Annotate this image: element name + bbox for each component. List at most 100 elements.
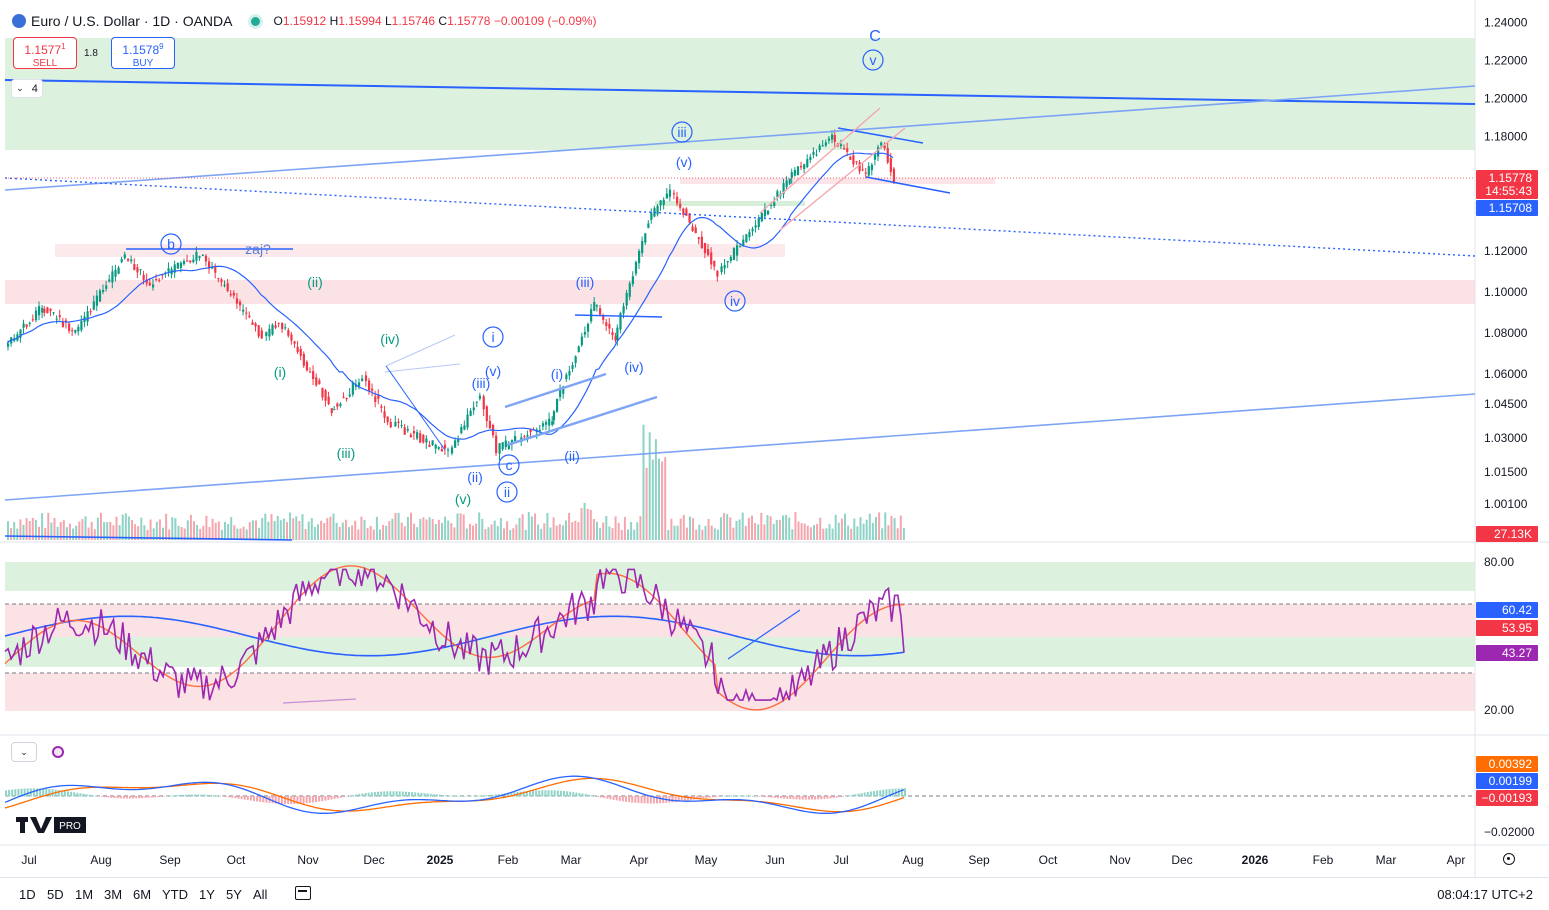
time-tick-label: Sep xyxy=(968,853,990,867)
channel-line xyxy=(385,365,446,451)
volume-bar xyxy=(726,514,729,540)
timeframe-ytd-button[interactable]: YTD xyxy=(162,887,188,902)
timeframe-5y-button[interactable]: 5Y xyxy=(226,887,242,902)
wave-label: (i) xyxy=(551,366,563,382)
macd-histogram-bar xyxy=(625,796,627,802)
volume-bar xyxy=(295,516,298,540)
wave-label-circle xyxy=(496,481,518,503)
candle-body xyxy=(757,218,760,228)
wave-label-text: (ii) xyxy=(564,448,580,464)
macd-histogram-bar xyxy=(163,796,166,797)
macd-histogram-bar xyxy=(714,796,717,797)
candle-body xyxy=(548,418,551,426)
volume-bar xyxy=(685,527,688,540)
candle-body xyxy=(274,325,277,328)
calendar-icon[interactable] xyxy=(295,886,311,900)
timeframe-3m-button[interactable]: 3M xyxy=(104,887,123,902)
symbol-title[interactable]: Euro / U.S. Dollar · 1D · OANDA xyxy=(31,13,233,29)
volume-bar xyxy=(868,513,871,540)
timeframe-6m-button[interactable]: 6M xyxy=(133,887,152,902)
volume-bar xyxy=(65,527,68,540)
volume-bar xyxy=(654,439,657,540)
macd-histogram-bar xyxy=(212,795,215,797)
candle-body xyxy=(86,311,89,322)
wave-label-text: (iii) xyxy=(337,445,356,461)
volume-bar xyxy=(561,525,564,540)
refresh-button[interactable] xyxy=(45,742,71,762)
settings-gear-icon[interactable] xyxy=(1503,853,1515,865)
macd-histogram-bar xyxy=(36,788,38,797)
timeframe-1d-button[interactable]: 1D xyxy=(19,887,36,902)
sr-zone xyxy=(55,244,785,257)
macd-histogram-bar xyxy=(510,792,513,797)
macd-histogram-bar xyxy=(383,791,386,797)
volume-bar xyxy=(31,517,34,540)
channel-line xyxy=(385,334,456,367)
volume-bar xyxy=(140,517,143,540)
macd-hist-badge: 0.00392 xyxy=(1476,756,1538,772)
timeframe-all-button[interactable]: All xyxy=(253,887,268,902)
macd-histogram-bar xyxy=(807,796,810,800)
timeframe-1y-button[interactable]: 1Y xyxy=(199,887,215,902)
macd-histogram-bar xyxy=(321,796,324,802)
ma-value-badge: 1.15708 xyxy=(1476,200,1538,216)
pane-collapse-button[interactable]: ⌄ xyxy=(11,742,37,762)
volume-bar xyxy=(791,529,794,540)
chevron-down-icon: ⌄ xyxy=(16,83,24,93)
volume-bar xyxy=(769,516,772,540)
volume-bar xyxy=(757,524,760,540)
macd-histogram-bar xyxy=(532,790,534,797)
volume-bar xyxy=(878,512,881,540)
macd-histogram-bar xyxy=(11,789,14,797)
volume-bar xyxy=(546,512,549,540)
timeframe-1m-button[interactable]: 1M xyxy=(75,887,94,902)
macd-histogram-bar xyxy=(330,796,333,800)
wave-label: (iii) xyxy=(337,445,356,461)
candle-body xyxy=(510,439,514,445)
candle-body xyxy=(616,327,619,341)
resistance-zone xyxy=(5,38,1475,150)
macd-histogram-bar xyxy=(559,790,562,797)
indicator-count: 4 xyxy=(31,82,38,95)
volume-bar xyxy=(134,524,137,540)
volume-bar xyxy=(735,520,738,540)
symbol-header[interactable]: Euro / U.S. Dollar · 1D · OANDA O1.15912… xyxy=(12,10,597,32)
candle-body xyxy=(95,295,99,306)
macd-histogram-bar xyxy=(287,796,290,805)
macd-histogram-bar xyxy=(891,788,894,797)
volume-bar xyxy=(208,527,211,540)
macd-histogram-bar xyxy=(466,795,469,797)
timeframe-5d-button[interactable]: 5D xyxy=(47,887,64,902)
macd-histogram-bar xyxy=(869,791,872,797)
volume-bar xyxy=(28,521,31,540)
macd-histogram-bar xyxy=(817,796,820,800)
volume-bar xyxy=(738,519,741,540)
volume-bar xyxy=(617,522,620,540)
macd-histogram-bar xyxy=(835,796,838,798)
sell-button[interactable]: 1.15771 SELL xyxy=(13,37,77,69)
macd-histogram-bar xyxy=(621,796,624,802)
price-tick-label: 1.06000 xyxy=(1484,367,1528,381)
candle-body xyxy=(257,325,260,337)
candle-body xyxy=(123,254,126,259)
macd-signal-line xyxy=(4,777,905,813)
candle-body xyxy=(469,410,472,416)
macd-histogram-bar xyxy=(411,792,414,797)
macd-histogram-bar xyxy=(736,795,739,797)
buy-button[interactable]: 1.15789 BUY xyxy=(111,37,175,69)
candle-body xyxy=(321,387,324,398)
macd-histogram-bar xyxy=(668,796,671,803)
candle-body xyxy=(637,250,641,264)
macd-histogram-bar xyxy=(860,793,863,797)
macd-histogram-bar xyxy=(603,796,606,799)
candle-body xyxy=(565,374,568,380)
indicators-collapse-button[interactable]: ⌄ 4 xyxy=(12,80,42,97)
candle-body xyxy=(136,267,139,273)
volume-bar xyxy=(329,516,332,540)
volume-bar xyxy=(586,508,589,540)
clock[interactable]: 08:04:17 UTC+2 xyxy=(1437,887,1533,902)
rsi-ma-fast-line xyxy=(4,565,905,711)
volume-bar xyxy=(673,525,676,540)
candle-body xyxy=(745,234,748,243)
